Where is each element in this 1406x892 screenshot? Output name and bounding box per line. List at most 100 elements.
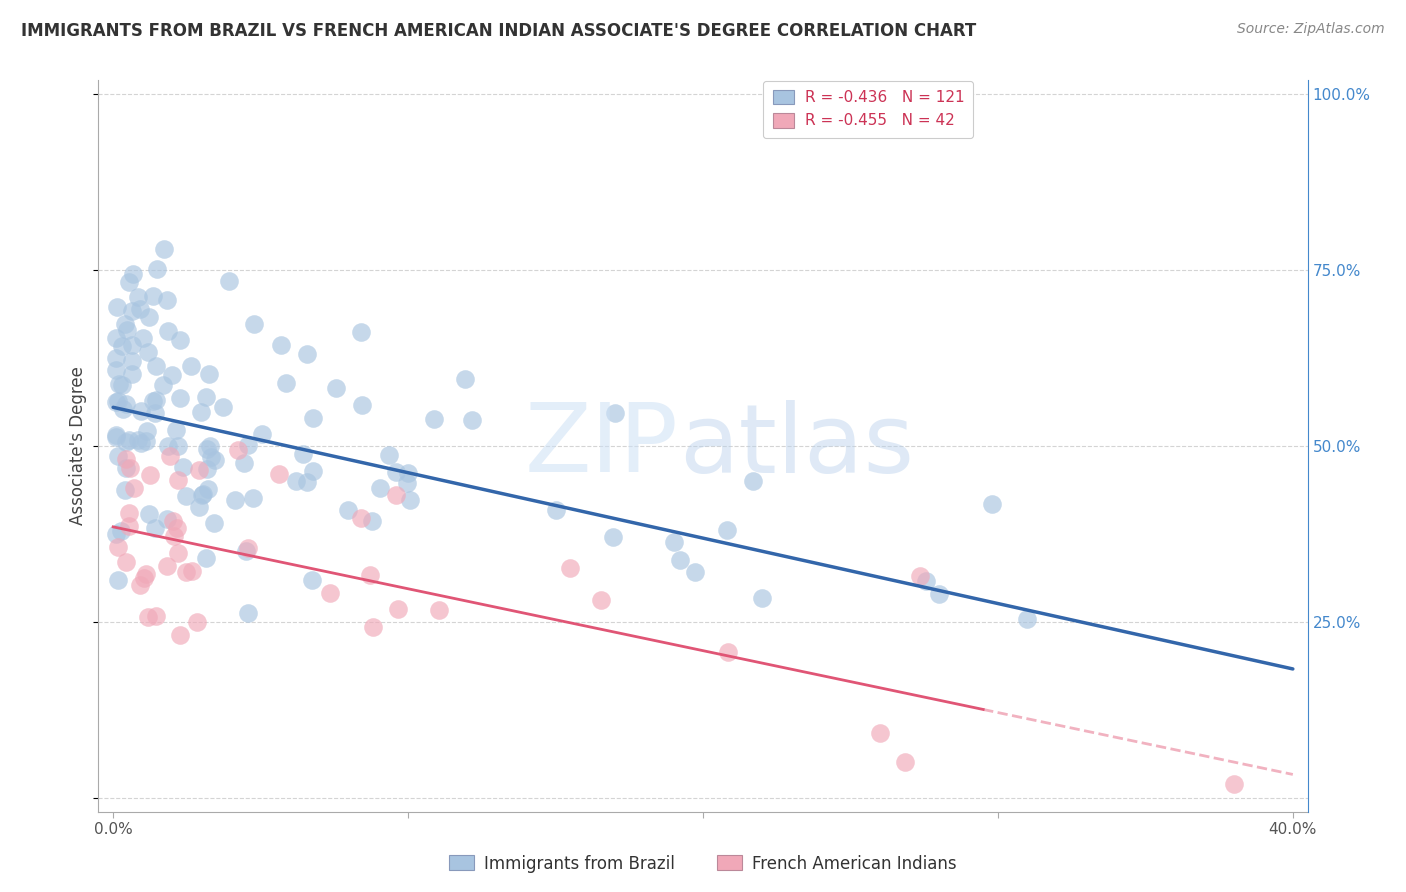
Point <box>172 459 194 474</box>
Point <box>387 602 409 616</box>
Point <box>117 519 139 533</box>
Point <box>325 381 347 395</box>
Point <box>544 503 567 517</box>
Point <box>224 493 246 508</box>
Point <box>395 476 418 491</box>
Point <box>302 464 325 478</box>
Point <box>270 338 292 352</box>
Point <box>318 586 340 600</box>
Point <box>350 511 373 525</box>
Point <box>135 424 157 438</box>
Point <box>152 378 174 392</box>
Point <box>118 433 141 447</box>
Point <box>250 426 273 441</box>
Point <box>385 488 408 502</box>
Point <box>717 645 740 659</box>
Point <box>167 474 190 488</box>
Point <box>135 434 157 448</box>
Point <box>114 483 136 497</box>
Point <box>107 450 129 464</box>
Point <box>142 289 165 303</box>
Point <box>169 628 191 642</box>
Point <box>105 363 128 377</box>
Point <box>186 615 208 629</box>
Point <box>128 302 150 317</box>
Point <box>121 354 143 368</box>
Point <box>238 607 260 621</box>
Point <box>662 535 685 549</box>
Point <box>751 591 773 605</box>
Point <box>167 546 190 560</box>
Point <box>132 331 155 345</box>
Point <box>121 303 143 318</box>
Point <box>111 377 134 392</box>
Point <box>120 461 142 475</box>
Point <box>107 573 129 587</box>
Point <box>146 261 169 276</box>
Point <box>114 397 136 411</box>
Text: atlas: atlas <box>679 400 914 492</box>
Point <box>233 457 256 471</box>
Point <box>139 468 162 483</box>
Point <box>122 267 145 281</box>
Point <box>195 461 218 475</box>
Point <box>591 593 613 607</box>
Point <box>165 423 187 437</box>
Point <box>115 452 138 467</box>
Point <box>122 481 145 495</box>
Text: IMMIGRANTS FROM BRAZIL VS FRENCH AMERICAN INDIAN ASSOCIATE'S DEGREE CORRELATION : IMMIGRANTS FROM BRAZIL VS FRENCH AMERICA… <box>21 22 976 40</box>
Point <box>135 566 157 581</box>
Point <box>105 427 128 442</box>
Point <box>361 514 384 528</box>
Point <box>115 555 138 569</box>
Point <box>350 325 373 339</box>
Point <box>157 439 180 453</box>
Point <box>194 390 217 404</box>
Point <box>218 275 240 289</box>
Point <box>558 561 581 575</box>
Point <box>107 376 129 391</box>
Point <box>292 447 315 461</box>
Point <box>114 461 136 475</box>
Point <box>114 318 136 332</box>
Point <box>267 467 290 481</box>
Point <box>195 550 218 565</box>
Point <box>105 351 128 366</box>
Point <box>1223 776 1246 790</box>
Point <box>105 430 128 444</box>
Point <box>187 463 209 477</box>
Point <box>107 300 129 314</box>
Point <box>204 452 226 467</box>
Point <box>138 310 160 324</box>
Point <box>908 569 931 583</box>
Point <box>295 347 318 361</box>
Point <box>174 565 197 579</box>
Point <box>195 442 218 457</box>
Point <box>145 392 167 407</box>
Point <box>105 331 128 345</box>
Point <box>352 398 374 412</box>
Point <box>200 450 222 465</box>
Point <box>1017 612 1039 626</box>
Point <box>121 368 143 382</box>
Point <box>159 449 181 463</box>
Point <box>136 610 159 624</box>
Point <box>169 333 191 347</box>
Point <box>336 503 359 517</box>
Point <box>145 609 167 624</box>
Point <box>235 544 257 558</box>
Point <box>174 489 197 503</box>
Point <box>301 573 323 587</box>
Point <box>359 568 381 582</box>
Point <box>152 242 174 256</box>
Point <box>361 620 384 634</box>
Point <box>396 467 419 481</box>
Point <box>127 434 149 448</box>
Point <box>226 443 249 458</box>
Point <box>145 521 167 535</box>
Point <box>180 359 202 373</box>
Y-axis label: Associate's Degree: Associate's Degree <box>69 367 87 525</box>
Point <box>399 493 422 508</box>
Point <box>454 372 477 386</box>
Legend: Immigrants from Brazil, French American Indians: Immigrants from Brazil, French American … <box>443 848 963 880</box>
